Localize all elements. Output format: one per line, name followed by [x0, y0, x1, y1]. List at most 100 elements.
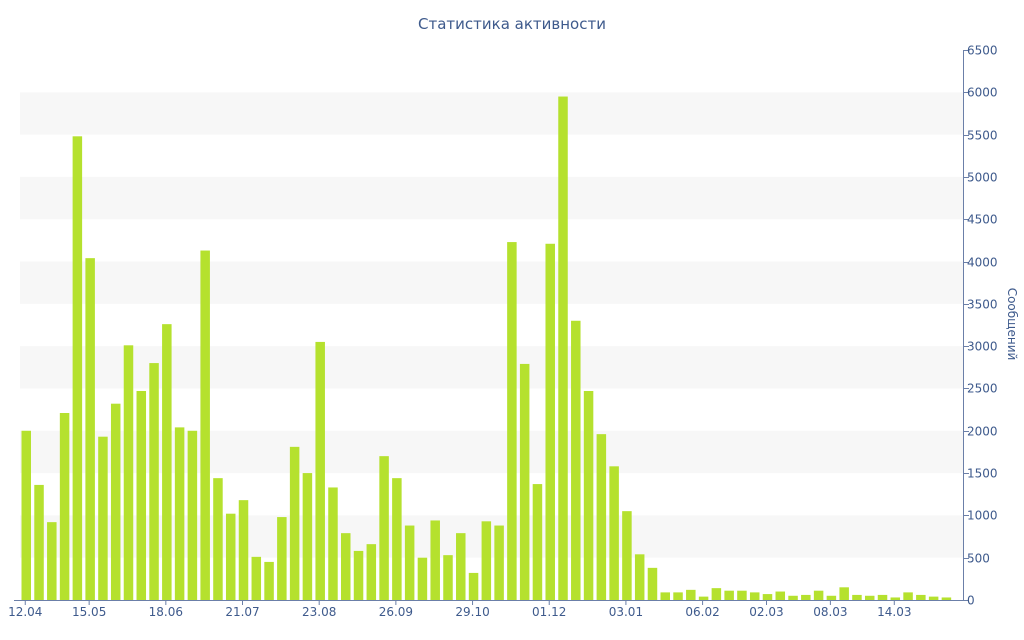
- bar: [251, 556, 262, 600]
- y-tick-label: 1000: [967, 509, 998, 523]
- bar: [596, 434, 607, 600]
- bar: [21, 430, 31, 600]
- y-tick-label: 1500: [967, 467, 998, 481]
- bar: [162, 324, 172, 600]
- bar: [788, 595, 798, 600]
- bar: [519, 363, 530, 600]
- bar: [238, 500, 249, 600]
- bar: [660, 592, 670, 600]
- bar: [353, 550, 364, 600]
- bar: [417, 557, 428, 600]
- x-tick-label: 23.08: [302, 605, 336, 619]
- bar: [903, 592, 913, 600]
- bar: [47, 522, 57, 600]
- grid-band: [20, 176, 964, 220]
- bar: [686, 589, 696, 600]
- bar: [200, 250, 210, 601]
- y-tick-label: 2500: [967, 382, 998, 396]
- bar: [85, 258, 95, 600]
- bar: [123, 345, 134, 600]
- bar: [737, 590, 747, 600]
- bar: [225, 513, 236, 600]
- bar: [72, 136, 83, 600]
- bar: [864, 595, 875, 600]
- bar: [302, 473, 313, 600]
- bar: [877, 594, 888, 600]
- bar: [379, 456, 389, 600]
- bar: [392, 478, 402, 600]
- bar: [481, 521, 492, 600]
- bar: [890, 597, 901, 600]
- x-tick-label: 01.12: [532, 605, 566, 619]
- bar: [277, 517, 287, 600]
- bar: [609, 466, 619, 600]
- bar: [839, 587, 849, 600]
- bar: [110, 403, 121, 600]
- bar: [289, 446, 300, 600]
- bar: [443, 555, 453, 600]
- chart-title: Статистика активности: [418, 15, 606, 33]
- x-tick-label: 26.09: [379, 605, 413, 619]
- grid-band: [20, 430, 964, 474]
- bar: [507, 242, 517, 600]
- bar: [34, 484, 44, 600]
- bar: [583, 391, 594, 600]
- y-axis-label: Сообщений: [1005, 288, 1019, 361]
- y-tick-label: 4000: [967, 256, 998, 270]
- y-tick-label: 2000: [967, 425, 998, 439]
- bar: [174, 427, 185, 600]
- x-tick-label: 21.07: [225, 605, 259, 619]
- bar: [647, 567, 658, 600]
- bar: [558, 96, 568, 600]
- axes: [14, 50, 964, 601]
- x-axis-ticks: 12.04 15.05 18.06 21.07 23.08 26.09 29.10 01.12…: [8, 600, 911, 619]
- y-tick-label: 3000: [967, 340, 998, 354]
- bar: [775, 591, 786, 600]
- y-tick-label: 3500: [967, 298, 998, 312]
- bar: [852, 594, 862, 600]
- bar: [532, 484, 543, 600]
- bar: [213, 478, 223, 600]
- bar-series: [21, 96, 952, 601]
- bar: [468, 572, 479, 600]
- bar: [928, 596, 939, 600]
- bar: [724, 590, 734, 600]
- bar: [430, 520, 440, 600]
- bar: [622, 511, 632, 600]
- bar: [711, 588, 722, 600]
- x-tick-label: 02.03: [749, 605, 783, 619]
- bar: [59, 413, 70, 600]
- bar: [264, 561, 274, 600]
- y-tick-label: 4500: [967, 213, 998, 227]
- bar: [187, 430, 198, 600]
- y-tick-label: 6500: [967, 44, 998, 58]
- bar: [328, 487, 338, 600]
- y-tick-label: 5000: [967, 171, 998, 185]
- bar: [813, 590, 824, 600]
- bar: [634, 554, 645, 600]
- x-tick-label: 12.04: [8, 605, 42, 619]
- y-tick-label: 500: [967, 552, 990, 566]
- bar: [136, 391, 147, 600]
- x-tick-label: 08.03: [813, 605, 847, 619]
- bar: [341, 533, 351, 600]
- x-tick-label: 03.01: [609, 605, 643, 619]
- y-tick-label: 5500: [967, 129, 998, 143]
- grid-band: [20, 261, 964, 304]
- x-tick-label: 29.10: [455, 605, 489, 619]
- bar: [801, 594, 811, 600]
- bar: [571, 320, 581, 600]
- grid-band: [20, 346, 964, 389]
- bar: [98, 436, 108, 600]
- bar: [404, 525, 415, 600]
- y-tick-label: 0: [967, 594, 975, 608]
- bar: [494, 525, 504, 600]
- bar: [698, 596, 709, 600]
- x-tick-label: 15.05: [72, 605, 106, 619]
- bar: [545, 243, 555, 600]
- x-tick-label: 14.03: [877, 605, 911, 619]
- bar: [916, 594, 926, 600]
- bar: [762, 594, 773, 600]
